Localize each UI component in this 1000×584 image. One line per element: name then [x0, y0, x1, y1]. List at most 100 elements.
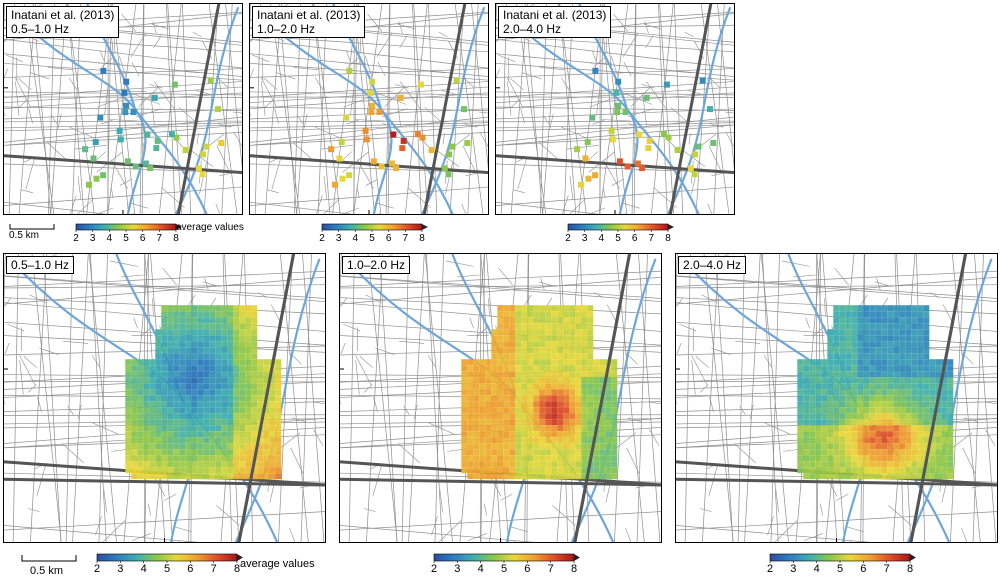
grid-cell [275, 371, 281, 377]
minor-road [356, 360, 360, 395]
grid-cell [125, 461, 131, 467]
grid-cell [563, 419, 569, 425]
grid-cell [521, 359, 527, 365]
grid-cell [197, 377, 203, 383]
grid-cell [587, 341, 593, 347]
grid-cell [923, 347, 929, 353]
grid-cell [143, 419, 149, 425]
grid-cell [497, 461, 503, 467]
grid-cell [875, 455, 881, 461]
grid-cell [137, 467, 143, 473]
grid-cell [797, 395, 803, 401]
grid-cell [845, 455, 851, 461]
grid-cell [209, 365, 215, 371]
observation-point [117, 128, 123, 134]
grid-cell [197, 413, 203, 419]
grid-cell [803, 431, 809, 437]
grid-cell [173, 359, 179, 365]
grid-cell [539, 377, 545, 383]
grid-cell [239, 419, 245, 425]
grid-cell [839, 401, 845, 407]
minor-road [961, 528, 973, 543]
minor-road [601, 119, 631, 121]
grid-cell [215, 389, 221, 395]
grid-cell [803, 437, 809, 443]
grid-cell [815, 413, 821, 419]
minor-road [72, 253, 88, 543]
grid-cell [845, 461, 851, 467]
grid-cell [269, 437, 275, 443]
grid-cell [209, 371, 215, 377]
grid-cell [521, 461, 527, 467]
grid-cell [203, 371, 209, 377]
minor-road [552, 505, 575, 525]
grid-cell [863, 311, 869, 317]
minor-road [109, 119, 139, 121]
grid-cell [893, 431, 899, 437]
observation-point [133, 164, 139, 170]
grid-cell [581, 377, 587, 383]
grid-cell [215, 455, 221, 461]
grid-cell [923, 407, 929, 413]
grid-cell [233, 347, 239, 353]
grid-cell [827, 389, 833, 395]
grid-cell [125, 371, 131, 377]
grid-cell [149, 437, 155, 443]
colorbar-tick-label: 3 [117, 563, 123, 575]
grid-cell [185, 347, 191, 353]
grid-cell [551, 323, 557, 329]
grid-cell [611, 383, 617, 389]
grid-cell [233, 317, 239, 323]
minor-road [771, 253, 780, 543]
grid-cell [185, 437, 191, 443]
grid-cell [227, 377, 233, 383]
minor-road [435, 253, 444, 543]
grid-cell [173, 467, 179, 473]
grid-cell [875, 449, 881, 455]
grid-cell [227, 311, 233, 317]
grid-cell [179, 407, 185, 413]
grid-cell [233, 395, 239, 401]
grid-cell [539, 305, 545, 311]
grid-cell [527, 311, 533, 317]
grid-cell [473, 365, 479, 371]
grid-cell [167, 389, 173, 395]
grid-cell [251, 419, 257, 425]
grid-cell [461, 461, 467, 467]
grid-cell [173, 341, 179, 347]
grid-cell [557, 449, 563, 455]
grid-cell [917, 311, 923, 317]
grid-cell [833, 359, 839, 365]
grid-cell [473, 431, 479, 437]
grid-cell [551, 305, 557, 311]
grid-cell [221, 341, 227, 347]
grid-cell [593, 455, 599, 461]
grid-cell [863, 467, 869, 473]
grid-cell [893, 329, 899, 335]
grid-cell [875, 383, 881, 389]
grid-cell [587, 329, 593, 335]
grid-cell [269, 395, 275, 401]
grid-cell [533, 371, 539, 377]
grid-cell [893, 467, 899, 473]
grid-cell [221, 443, 227, 449]
grid-cell [539, 341, 545, 347]
grid-cell [947, 365, 953, 371]
observation-point [614, 109, 620, 115]
grid-cell [497, 425, 503, 431]
grid-cell [485, 461, 491, 467]
grid-cell [485, 449, 491, 455]
grid-cell [917, 419, 923, 425]
grid-cell [173, 395, 179, 401]
grid-cell [575, 377, 581, 383]
grid-cell [845, 389, 851, 395]
grid-cell [509, 305, 515, 311]
grid-cell [167, 443, 173, 449]
grid-cell [527, 449, 533, 455]
grid-cell [143, 383, 149, 389]
grid-cell [803, 461, 809, 467]
grid-cell [263, 359, 269, 365]
grid-cell [173, 317, 179, 323]
grid-cell [899, 329, 905, 335]
minor-road [498, 55, 515, 62]
